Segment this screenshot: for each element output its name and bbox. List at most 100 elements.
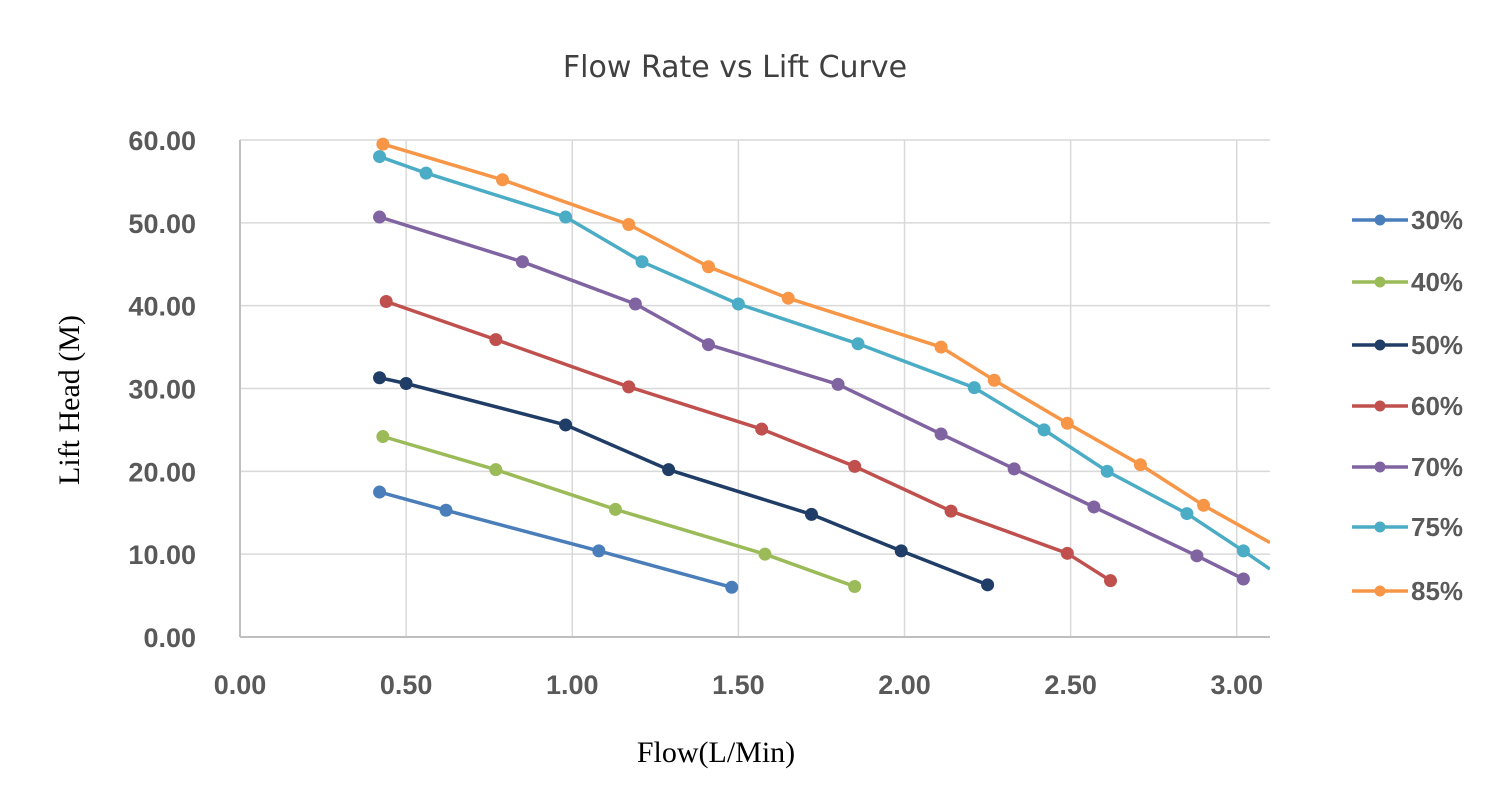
data-point bbox=[934, 340, 948, 354]
data-point bbox=[1060, 546, 1074, 560]
legend-swatch-marker bbox=[1374, 585, 1386, 597]
axes: 0.00 10.00 20.00 30.00 40.00 50.00 60.00 0.00 0.… bbox=[128, 126, 1270, 700]
data-point bbox=[731, 297, 745, 311]
data-point bbox=[1037, 423, 1051, 437]
y-tick-label: 20.00 bbox=[128, 457, 196, 487]
data-point bbox=[373, 485, 387, 499]
x-tick-label: 1.50 bbox=[712, 670, 765, 700]
data-point bbox=[1087, 500, 1101, 514]
legend-swatch-marker bbox=[1374, 461, 1386, 473]
x-axis-label: Flow(L/Min) bbox=[637, 736, 795, 769]
grid bbox=[240, 139, 1270, 637]
series-layer bbox=[373, 137, 1270, 594]
series-line bbox=[379, 490, 733, 589]
data-point bbox=[1197, 498, 1211, 512]
data-point bbox=[622, 380, 636, 394]
legend-label: 40% bbox=[1411, 267, 1463, 297]
x-tick-label: 3.00 bbox=[1210, 670, 1263, 700]
data-point bbox=[701, 260, 715, 274]
data-point bbox=[376, 137, 390, 151]
legend-item: 50% bbox=[1352, 330, 1463, 360]
data-point bbox=[848, 459, 862, 473]
data-point bbox=[489, 463, 503, 477]
legend-label: 70% bbox=[1411, 452, 1463, 482]
legend-swatch-marker bbox=[1374, 400, 1386, 412]
legend-item: 75% bbox=[1352, 512, 1463, 542]
data-point bbox=[608, 502, 622, 516]
data-point bbox=[399, 377, 413, 391]
series-line bbox=[378, 215, 1245, 581]
data-point bbox=[851, 337, 865, 351]
legend-item: 30% bbox=[1352, 205, 1463, 235]
legend-item: 85% bbox=[1352, 576, 1463, 606]
data-point bbox=[1133, 458, 1147, 472]
series-85pct bbox=[376, 137, 1270, 545]
data-point bbox=[592, 544, 606, 558]
data-point bbox=[376, 430, 390, 444]
y-axis-label: Lift Head (M) bbox=[53, 315, 86, 485]
chart-title: Flow Rate vs Lift Curve bbox=[563, 50, 907, 85]
series-40pct bbox=[376, 430, 862, 593]
data-point bbox=[967, 381, 981, 395]
legend-item: 40% bbox=[1352, 267, 1463, 297]
legend-item: 70% bbox=[1352, 452, 1463, 482]
y-tick-label: 30.00 bbox=[128, 375, 196, 405]
data-point bbox=[755, 422, 769, 436]
data-point bbox=[1007, 462, 1021, 476]
y-tick-label: 50.00 bbox=[128, 209, 196, 239]
series-line bbox=[382, 142, 1270, 545]
series-60pct bbox=[379, 295, 1118, 588]
x-tick-label: 0.50 bbox=[380, 670, 433, 700]
data-point bbox=[373, 150, 387, 164]
legend-label: 85% bbox=[1411, 576, 1463, 606]
data-point bbox=[848, 579, 862, 593]
legend-label: 75% bbox=[1411, 512, 1463, 542]
data-point bbox=[944, 504, 958, 518]
series-line bbox=[378, 154, 1270, 571]
x-tick-label: 0.00 bbox=[214, 670, 267, 700]
legend: 30% 40% 50% 60% 70% 75% 85% bbox=[1352, 205, 1463, 606]
data-point bbox=[439, 503, 453, 517]
y-tick-label: 10.00 bbox=[128, 540, 196, 570]
data-point bbox=[1180, 507, 1194, 521]
legend-label: 50% bbox=[1411, 330, 1463, 360]
data-point bbox=[419, 166, 433, 180]
data-point bbox=[981, 578, 995, 592]
data-point bbox=[1100, 464, 1114, 478]
data-point bbox=[379, 295, 393, 309]
data-point bbox=[495, 173, 509, 187]
series-75pct bbox=[373, 150, 1270, 571]
y-tick-label: 0.00 bbox=[143, 623, 196, 653]
data-point bbox=[622, 217, 636, 231]
series-50pct bbox=[373, 371, 995, 592]
data-point bbox=[758, 547, 772, 561]
data-point bbox=[781, 291, 795, 305]
legend-item: 60% bbox=[1352, 391, 1463, 421]
data-point bbox=[1236, 544, 1250, 558]
x-tick-label: 2.50 bbox=[1044, 670, 1097, 700]
data-point bbox=[373, 210, 387, 224]
data-point bbox=[1060, 416, 1074, 430]
data-point bbox=[662, 463, 676, 477]
y-tick-label: 40.00 bbox=[128, 292, 196, 322]
data-point bbox=[559, 418, 573, 432]
legend-label: 60% bbox=[1411, 391, 1463, 421]
data-point bbox=[373, 371, 387, 385]
data-point bbox=[628, 297, 642, 311]
data-point bbox=[515, 255, 529, 269]
legend-swatch-marker bbox=[1374, 276, 1386, 288]
data-point bbox=[831, 377, 845, 391]
data-point bbox=[489, 333, 503, 347]
series-30pct bbox=[373, 485, 739, 594]
data-point bbox=[1190, 549, 1204, 563]
series-70pct bbox=[373, 210, 1250, 586]
data-point bbox=[701, 338, 715, 352]
data-point bbox=[934, 427, 948, 441]
data-point bbox=[894, 544, 908, 558]
x-tick-label: 1.00 bbox=[546, 670, 599, 700]
data-point bbox=[804, 507, 818, 521]
data-point bbox=[987, 373, 1001, 387]
data-point bbox=[1236, 572, 1250, 586]
legend-swatch-marker bbox=[1374, 214, 1386, 226]
